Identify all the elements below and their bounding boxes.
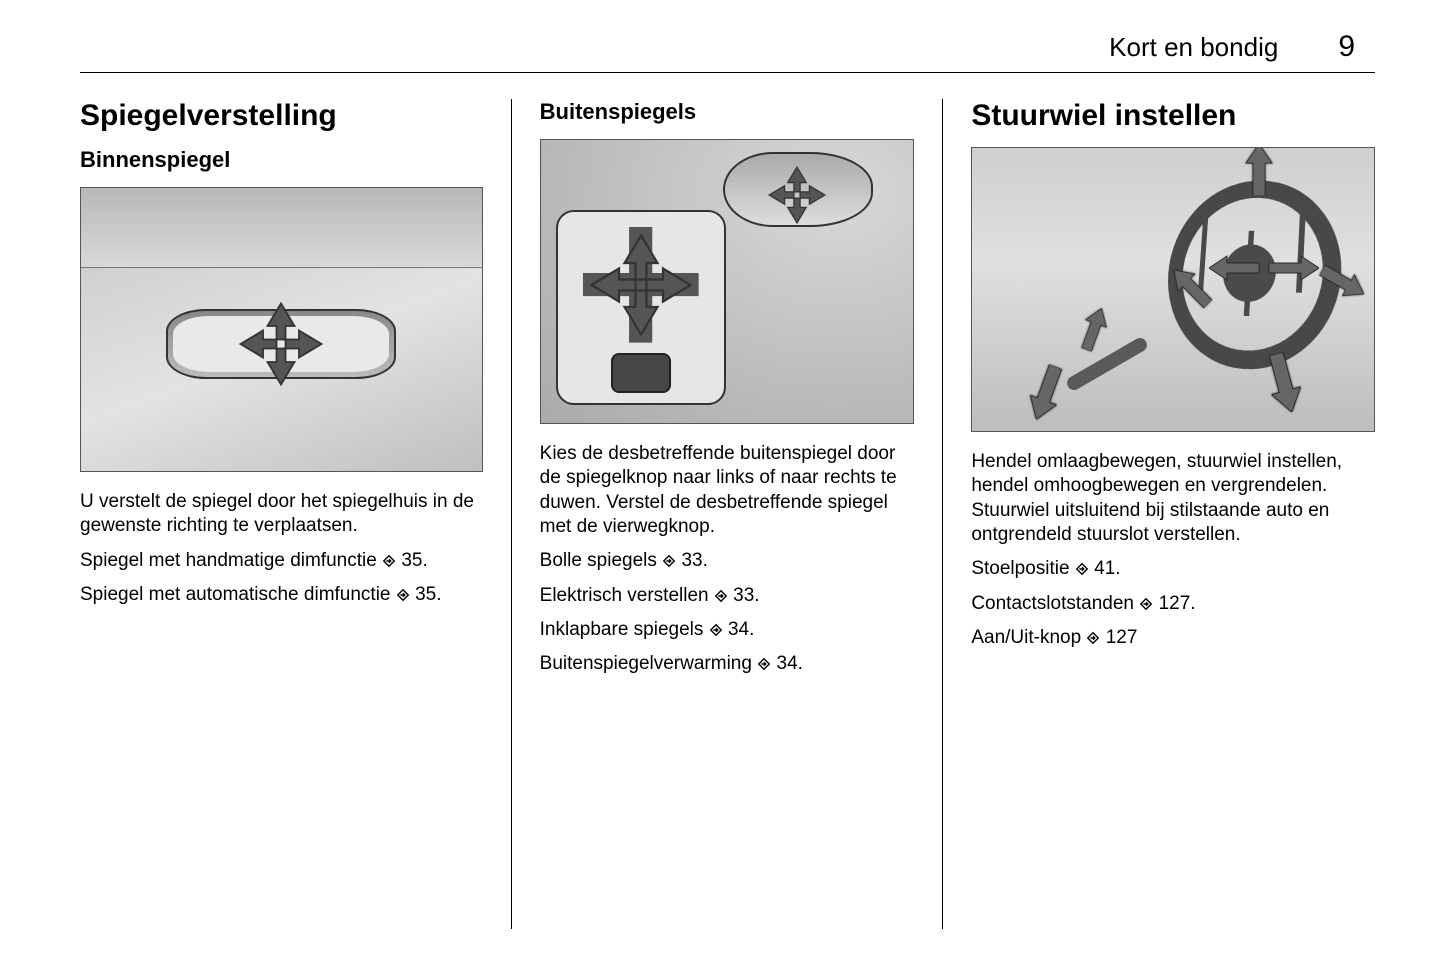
text: Buitenspiegelverwarming [540, 653, 758, 674]
reference-icon [709, 623, 723, 637]
line-elektrisch-verstellen: Elektrisch verstellen 33. [540, 584, 915, 608]
subheading-binnenspiegel: Binnenspiegel [80, 147, 483, 173]
page-header: Kort en bondig 9 [80, 30, 1375, 64]
content-columns: Spiegelverstelling Binnenspiegel U verst… [80, 99, 1375, 929]
page-ref: 41. [1094, 558, 1120, 579]
subheading-buitenspiegels: Buitenspiegels [540, 99, 915, 125]
page-ref: 33. [733, 585, 759, 606]
text: Stoelpositie [971, 558, 1075, 579]
column-1: Spiegelverstelling Binnenspiegel U verst… [80, 99, 512, 929]
text: Bolle spiegels [540, 550, 663, 571]
page-ref: 33. [681, 550, 707, 571]
text: Elektrisch verstellen [540, 585, 714, 606]
heading-spiegelverstelling: Spiegelverstelling [80, 99, 483, 133]
text: Spiegel met automatische dimfunctie [80, 584, 396, 605]
text: Spiegel met handmatige dimfunctie [80, 550, 382, 571]
reference-icon [382, 554, 396, 568]
heading-stuurwiel-instellen: Stuurwiel instellen [971, 99, 1375, 133]
line-contactslotstanden: Contactslotstanden 127. [971, 592, 1375, 616]
column-3: Stuurwiel instellen Hendel omlaagbewegen… [943, 99, 1375, 929]
line-inklapbare-spiegels: Inklapbare spiegels 34. [540, 618, 915, 642]
text: Aan/Uit-knop [971, 627, 1086, 648]
figure-buitenspiegels [540, 139, 915, 424]
page-ref: 35. [401, 550, 427, 571]
text: Contactslotstanden [971, 593, 1139, 614]
para-hendel: Hendel omlaagbewegen, stuurwiel instelle… [971, 450, 1375, 547]
text: Inklapbare spiegels [540, 619, 709, 640]
reference-icon [662, 554, 676, 568]
para-select-mirror: Kies de desbetreffende buitenspiegel doo… [540, 442, 915, 539]
page-number: 9 [1338, 30, 1355, 64]
page-ref: 127 [1106, 627, 1138, 648]
reference-icon [714, 589, 728, 603]
line-buitenspiegelverwarming: Buitenspiegelverwarming 34. [540, 652, 915, 676]
para-auto-dim: Spiegel met automatische dimfunctie 35. [80, 583, 483, 607]
line-aan-uit-knop: Aan/Uit-knop 127 [971, 626, 1375, 650]
reference-icon [1075, 562, 1089, 576]
page-ref: 34. [728, 619, 754, 640]
header-rule [80, 72, 1375, 73]
page-ref: 35. [415, 584, 441, 605]
chapter-title: Kort en bondig [1109, 32, 1278, 63]
reference-icon [1086, 631, 1100, 645]
line-stoelpositie: Stoelpositie 41. [971, 557, 1375, 581]
page-ref: 34. [777, 653, 803, 674]
para-manual-dim: Spiegel met handmatige dimfunctie 35. [80, 549, 483, 573]
reference-icon [396, 588, 410, 602]
page-ref: 127. [1159, 593, 1196, 614]
figure-binnenspiegel [80, 187, 483, 472]
para-adjust-mirror: U verstelt de spiegel door het spie­gelh… [80, 490, 483, 539]
reference-icon [757, 657, 771, 671]
line-bolle-spiegels: Bolle spiegels 33. [540, 549, 915, 573]
figure-stuurwiel [971, 147, 1375, 432]
reference-icon [1139, 597, 1153, 611]
column-2: Buitenspiegels Kies de desbetreffende bu… [512, 99, 944, 929]
